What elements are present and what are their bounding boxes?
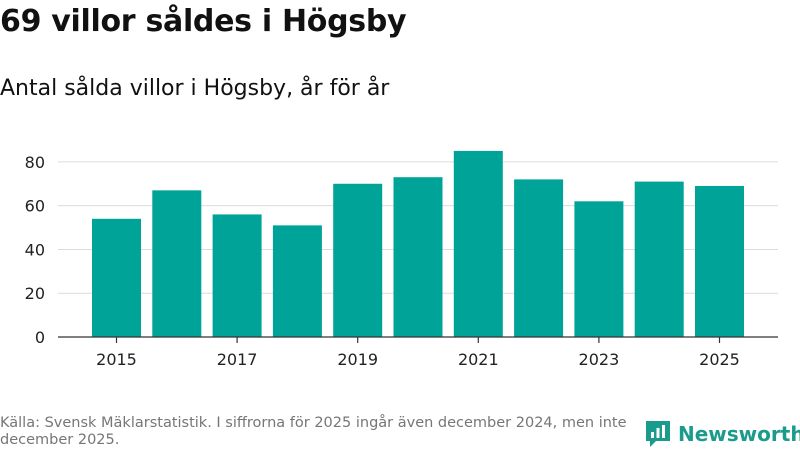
- bar-2017: [212, 214, 262, 337]
- x-tick-label: 2017: [217, 350, 258, 369]
- bar-2018: [272, 225, 322, 337]
- x-tick-label: 2019: [337, 350, 378, 369]
- y-tick-label: 80: [25, 153, 45, 172]
- y-tick-label: 60: [25, 197, 45, 216]
- bar-2024: [634, 181, 684, 337]
- newsworthy-logo-icon: [646, 421, 670, 447]
- bar-2025: [695, 185, 744, 337]
- chart-subtitle: Antal sålda villor i Högsby, år för år: [0, 76, 390, 101]
- y-tick-label: 0: [35, 328, 45, 347]
- bar-series: [92, 150, 744, 337]
- x-tick-label: 2021: [458, 350, 499, 369]
- bar-2016: [152, 190, 202, 337]
- axes: 0 20 40 60 80 2015 2017 2019 2021 2023 2025: [25, 153, 778, 369]
- y-tick-label: 20: [25, 284, 45, 303]
- x-tick-label: 2025: [699, 350, 740, 369]
- chart-title: 69 villor såldes i Högsby: [0, 4, 407, 39]
- brand-name: Newsworthy: [678, 422, 800, 446]
- newsworthy-logo[interactable]: Newsworthy: [644, 419, 800, 449]
- bar-2020: [393, 177, 443, 337]
- y-tick-label: 40: [25, 240, 45, 259]
- bar-2015: [92, 218, 141, 337]
- bar-2019: [333, 183, 383, 337]
- source-note: Källa: Svensk Mäklarstatistik. I siffror…: [0, 415, 627, 448]
- bar-2022: [514, 179, 564, 337]
- x-tick-label: 2015: [96, 350, 137, 369]
- bar-2021: [453, 150, 503, 337]
- bar-2023: [574, 201, 624, 337]
- x-tick-label: 2023: [579, 350, 620, 369]
